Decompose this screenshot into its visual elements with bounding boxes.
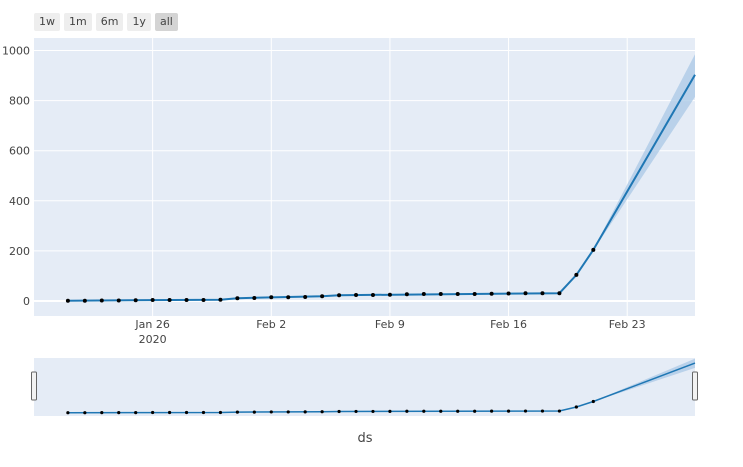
main-plot-background[interactable] [34,38,695,316]
range-slider-point [184,410,189,415]
range-slider-point [523,409,528,413]
observed-point [252,295,257,300]
range-slider-point [218,410,223,415]
range-slider-point [506,409,511,413]
range-button-1w[interactable]: 1w [34,13,60,31]
range-slider-point [490,409,494,413]
observed-point [557,291,562,296]
range-slider-point [473,409,477,413]
observed-point [235,296,240,301]
range-slider-point [320,410,324,414]
range-slider-points [66,399,595,415]
observed-point [201,297,206,302]
y-tick-label: 400 [9,195,30,208]
range-selector: 1w 1m 6m 1y all [34,13,178,31]
observed-point [489,291,494,296]
range-slider-point [337,409,341,414]
observed-point [370,292,375,297]
range-slider-point [100,411,104,415]
observed-point [303,294,308,299]
range-button-1m[interactable]: 1m [64,13,92,31]
range-button-all[interactable]: all [154,13,178,31]
range-slider-point [117,411,121,415]
y-tick-label: 600 [9,145,30,158]
y-tick-label: 0 [23,295,30,308]
range-slider-point [167,410,172,415]
x-tick-label: Feb 9 [375,318,405,331]
observed-point [354,292,359,297]
observed-point [506,291,511,296]
grid-lines [34,38,695,316]
range-slider-point [134,410,138,415]
range-slider-point [83,411,87,415]
range-slider-point [286,410,290,414]
range-slider-point [66,411,70,415]
range-button-6m[interactable]: 6m [95,13,124,31]
observed-point [337,293,342,298]
y-axis-ticks: 0 200 400 600 800 1000 [2,45,30,308]
observed-point [116,298,121,303]
observed-points [65,247,596,303]
x-tick-label: Jan 26 [134,318,169,331]
range-slider-point [252,410,256,414]
observed-point [99,298,104,303]
x-tick-label: Feb 2 [256,318,286,331]
range-slider-point [557,409,562,413]
observed-point [184,297,189,302]
y-tick-label: 800 [9,95,30,108]
range-slider-point [303,410,307,414]
range-slider-point [201,410,206,415]
observed-point [218,297,223,302]
observed-point [438,291,443,296]
observed-point [574,272,579,277]
observed-point [387,292,392,297]
y-tick-label: 1000 [2,45,30,58]
observed-point [540,291,545,296]
y-tick-label: 200 [9,245,30,258]
range-slider-point [371,409,375,414]
observed-point [150,297,155,302]
range-slider-point [422,409,426,413]
observed-point [82,298,87,303]
range-button-1y[interactable]: 1y [127,13,151,31]
x-tick-label: Feb 23 [609,318,646,331]
range-slider-point [591,399,595,404]
observed-point [167,297,172,302]
observed-point [65,298,70,303]
observed-point [591,247,596,252]
observed-point [133,298,138,303]
range-slider-point [456,409,460,413]
observed-point [523,291,528,296]
x-tick-label: Feb 16 [490,318,527,331]
range-slider-handle-right[interactable] [692,371,698,401]
range-slider-handle-left[interactable] [31,371,37,401]
x-axis-ticks: Jan 26 2020 Feb 2 Feb 9 Feb 16 Feb 23 [134,318,645,346]
range-slider-point [354,409,358,414]
observed-point [421,291,426,296]
observed-point [404,292,409,297]
range-slider-point [151,410,155,415]
x-tick-sublabel: 2020 [139,333,167,346]
range-slider-point [540,409,545,413]
range-slider-point [269,410,273,414]
range-slider-background[interactable] [34,358,695,416]
observed-point [472,291,477,296]
observed-point [286,295,291,300]
range-slider-point [405,409,409,413]
range-slider-point [439,409,443,413]
observed-point [320,294,325,299]
x-axis-title: ds [357,431,372,446]
range-slider-point [574,405,578,409]
range-slider-point [235,410,239,414]
range-slider-point [388,409,392,413]
observed-point [455,291,460,296]
observed-point [269,295,274,300]
